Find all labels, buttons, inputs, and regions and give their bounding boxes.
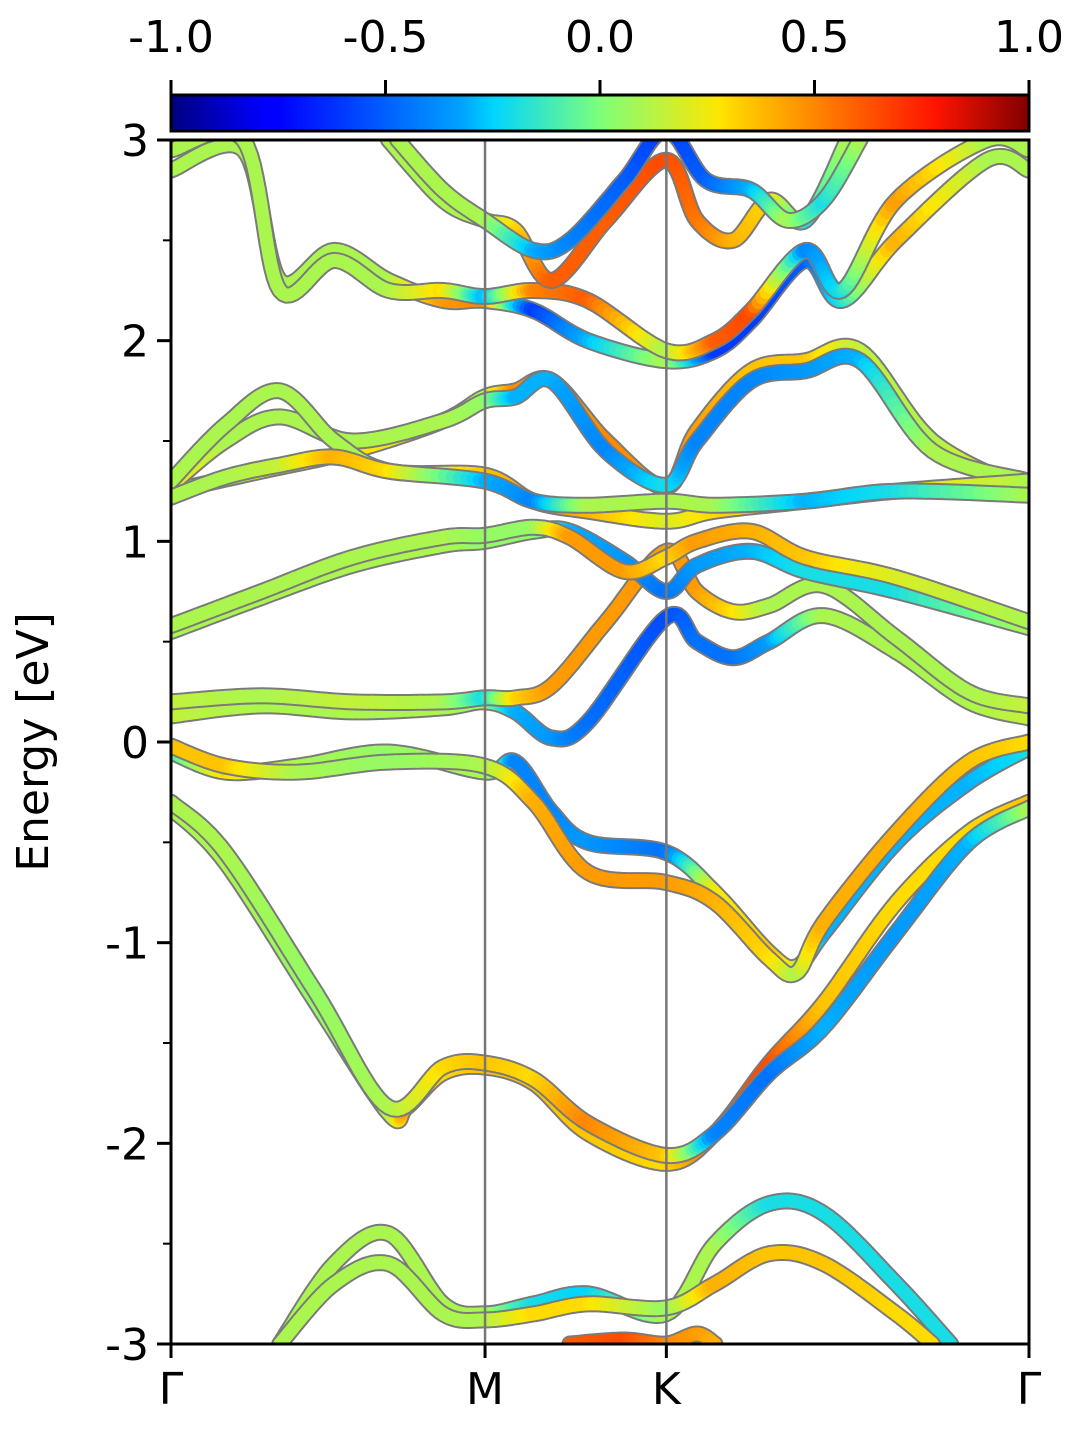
band-8	[171, 518, 1029, 635]
x-tick-label: M	[466, 1364, 504, 1415]
band-5	[171, 605, 1029, 748]
y-tick-label: 1	[121, 517, 149, 568]
band-segment	[192, 140, 210, 145]
band-segment	[649, 140, 661, 144]
colorbar-tick-label: -0.5	[343, 12, 429, 63]
x-tick-label: Γ	[159, 1364, 184, 1415]
band-segment	[985, 140, 1002, 146]
band-segment	[233, 140, 245, 143]
colorbar-ticks: -1.0 -0.5 0.0 0.5 1.0	[128, 12, 1064, 95]
colorbar-tick-label: 0.5	[780, 12, 850, 63]
colorbar-tick-label: 1.0	[994, 12, 1064, 63]
bands	[171, 140, 1029, 1344]
band-13	[171, 140, 1029, 370]
y-tick-label: -3	[105, 1320, 149, 1371]
band-18	[271, 1244, 941, 1344]
band-segment	[200, 140, 213, 143]
y-axis-label: Energy [eV]	[8, 612, 59, 872]
y-tick-label: 2	[121, 317, 149, 368]
y-axis: -3 -2 -1 0 1 2 3	[105, 116, 171, 1371]
band-1	[171, 793, 1029, 1172]
y-tick-label: 3	[121, 116, 149, 167]
x-tick-label: K	[652, 1364, 682, 1415]
x-tick-label: Γ	[1017, 1364, 1042, 1415]
band-segment	[670, 140, 679, 142]
colorbar-tick-label: 0.0	[565, 12, 635, 63]
high-symmetry-lines	[483, 140, 668, 1344]
y-tick-label: -1	[105, 919, 149, 970]
band-14	[171, 140, 1029, 362]
band-16	[389, 140, 869, 261]
colorbar-gradient	[169, 93, 1031, 133]
band-segment	[670, 140, 684, 145]
band-outline	[171, 140, 1029, 370]
band-12	[171, 448, 1029, 514]
plot-frame	[169, 138, 1031, 1346]
y-tick-label: 0	[121, 718, 149, 769]
colorbar: -1.0 -0.5 0.0 0.5 1.0	[128, 12, 1064, 133]
y-tick-label: -2	[105, 1119, 149, 1170]
plot-area: -3 -2 -1 0 1 2 3 Γ M K Γ	[105, 116, 1042, 1415]
band-2	[171, 793, 1029, 1165]
colorbar-tick-label: -1.0	[128, 12, 214, 63]
